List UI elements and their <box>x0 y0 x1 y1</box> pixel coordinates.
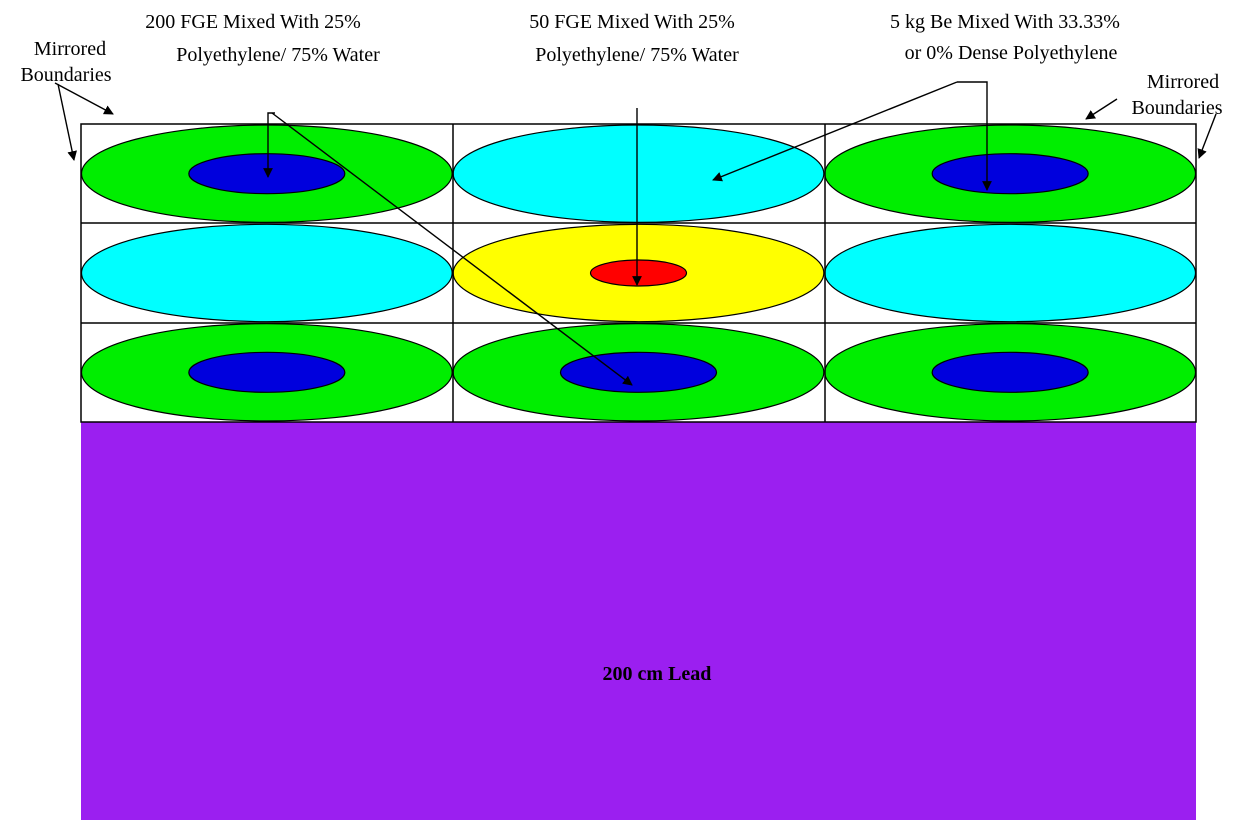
mirrored-left-label-line1: Mirrored <box>34 38 106 60</box>
mirrored-right-arrow-side <box>1197 113 1217 159</box>
cell-r1-c1-fge200-core <box>188 153 346 195</box>
be-arrow-right <box>957 81 992 191</box>
cell-grid <box>80 124 1197 422</box>
cell-r3-c3-fge200-core <box>931 351 1089 393</box>
fge200-label-line2: Polyethylene/ 75% Water <box>176 44 380 66</box>
mirrored-right-label-line2: Boundaries <box>1131 97 1222 119</box>
fge50-label-line1: 50 FGE Mixed With 25% <box>529 11 735 33</box>
fge50-label-line2: Polyethylene/ 75% Water <box>535 44 739 66</box>
cell-r3-c2-fge200-core <box>559 351 718 393</box>
be-arrow-center <box>712 81 958 182</box>
fge200-label-line1: 200 FGE Mixed With 25% <box>145 11 361 33</box>
cell-r2-c3-be-region <box>824 223 1197 323</box>
grid-lines <box>80 123 1197 423</box>
be-label-line1: 5 kg Be Mixed With 33.33% <box>890 11 1120 33</box>
mirrored-left-arrow-side <box>57 83 77 161</box>
cell-r2-c2-fge50-core <box>589 259 688 287</box>
cell-r2-c1-be-region <box>80 223 453 323</box>
mirrored-left-arrow-top <box>54 82 114 115</box>
annotation-arrows <box>54 81 1217 386</box>
cell-r1-c2-be-region <box>452 124 825 223</box>
cell-r1-c3-fge200-core <box>931 153 1089 195</box>
mirrored-right-label-line1: Mirrored <box>1147 71 1219 93</box>
mirrored-right-arrow-top <box>1085 98 1118 120</box>
be-label-line2: or 0% Dense Polyethylene <box>905 42 1118 64</box>
grid-outline <box>80 123 1197 423</box>
cell-r3-c1-fge200-core <box>188 351 346 393</box>
fge200-arrow-bottom-cell <box>271 112 633 386</box>
lead-block <box>81 422 1196 820</box>
mirrored-left-label-line2: Boundaries <box>20 64 111 86</box>
lead-label: 200 cm Lead <box>603 663 712 685</box>
